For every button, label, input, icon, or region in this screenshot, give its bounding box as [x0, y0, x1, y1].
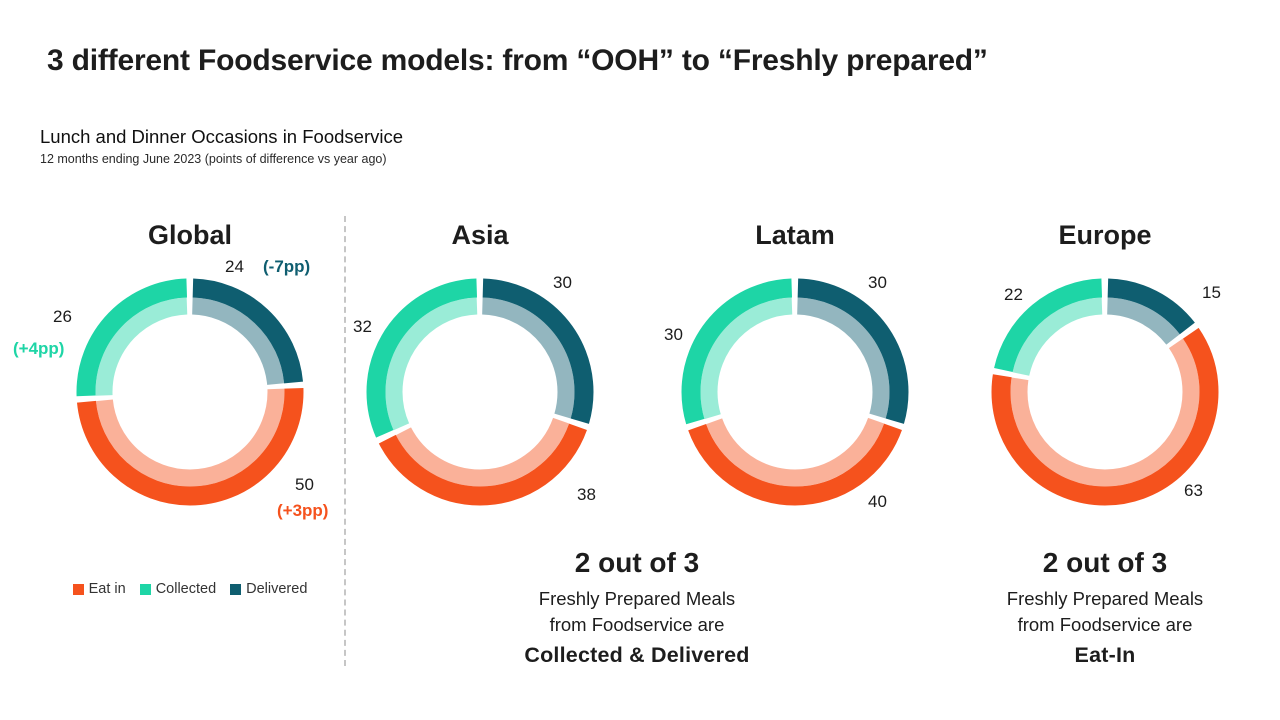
donut-segment-eat-in-inner	[95, 297, 285, 487]
callout-line1: Freshly Prepared Meals	[1006, 588, 1204, 609]
page-title: 3 different Foodservice models: from “OO…	[47, 44, 988, 77]
donut-segment-collected-outer	[681, 278, 909, 506]
change-label-delivered: (-7pp)	[263, 257, 311, 276]
chart-subtitle: Lunch and Dinner Occasions in Foodservic…	[40, 126, 403, 147]
callout-headline: 2 out of 3	[574, 547, 700, 578]
chart-europe: Europe 15 63 22	[950, 213, 1260, 693]
value-label-delivered: 30	[868, 273, 887, 292]
donut-segment-delivered-inner	[385, 297, 575, 487]
donut-segment-eat-in-outer	[991, 278, 1219, 506]
legend-label-delivered: Delivered	[246, 581, 308, 597]
callout-line2: from Foodservice are	[1017, 614, 1193, 635]
legend-swatch-delivered	[230, 583, 242, 595]
value-label-eat-in: 63	[1184, 481, 1203, 500]
legend-label-collected: Collected	[155, 581, 217, 597]
chart-legend: Eat in Collected Delivered	[30, 581, 350, 597]
value-label-delivered: 30	[553, 273, 572, 292]
chart-asia: Asia 30 38 32	[330, 213, 630, 693]
donut-segment-eat-in-inner	[700, 297, 890, 487]
donut-global: 24 (-7pp) 50 (+3pp) 26 (+4pp)	[13, 257, 328, 520]
chart-title-asia: Asia	[451, 220, 509, 250]
value-label-eat-in: 38	[577, 485, 596, 504]
value-label-collected: 26	[53, 307, 72, 326]
donut-segment-eat-in-outer	[76, 278, 304, 506]
donut-segment-delivered-inner	[700, 297, 890, 487]
chart-subnote: 12 months ending June 2023 (points of di…	[40, 152, 387, 166]
value-label-eat-in: 50	[295, 475, 314, 494]
legend-item-eat-in: Eat in	[72, 581, 126, 597]
callout-headline: 2 out of 3	[1042, 547, 1168, 578]
chart-title-europe: Europe	[1058, 220, 1152, 250]
value-label-collected: 32	[353, 317, 372, 336]
value-label-collected: 22	[1004, 285, 1023, 304]
legend-item-delivered: Delivered	[230, 581, 307, 597]
donut-segment-eat-in-inner	[385, 297, 575, 487]
callout-line1: Freshly Prepared Meals	[538, 588, 736, 609]
value-label-delivered: 15	[1202, 283, 1221, 302]
donut-segment-collected-inner	[385, 297, 575, 487]
dashed-divider	[344, 216, 346, 666]
donut-segment-delivered-outer	[681, 278, 909, 506]
chart-title-latam: Latam	[755, 220, 835, 250]
legend-label-eat-in: Eat in	[88, 581, 126, 597]
donut-segment-eat-in-outer	[366, 278, 594, 506]
donut-segment-collected-inner	[95, 297, 285, 487]
donut-segment-collected-outer	[366, 278, 594, 506]
donut-chart-global	[76, 278, 304, 506]
donut-segment-collected-inner	[700, 297, 890, 487]
legend-item-collected: Collected	[139, 581, 217, 597]
donut-chart-asia	[366, 278, 594, 506]
legend-swatch-collected	[139, 583, 151, 595]
chart-global: Global 24 (-7pp) 50 (+3pp) 26 (+4pp) Eat in C…	[13, 213, 350, 693]
donut-chart-latam	[681, 278, 909, 506]
donut-segment-delivered-outer	[366, 278, 594, 506]
donut-europe: 15 63 22	[990, 277, 1221, 507]
callout-eat-in: 2 out of 3 Freshly Prepared Meals from F…	[905, 547, 1280, 668]
value-label-delivered: 24	[225, 257, 244, 276]
donut-segment-collected-outer	[76, 278, 304, 506]
donut-segment-eat-in-outer	[681, 278, 909, 506]
chart-latam: Latam 30 40 30	[645, 213, 945, 693]
callout-emphasis: Eat-In	[1074, 643, 1136, 667]
donut-segment-eat-in-inner	[1010, 297, 1200, 487]
chart-title-global: Global	[147, 220, 232, 250]
value-label-eat-in: 40	[868, 492, 887, 511]
legend-swatch-eat-in	[72, 583, 84, 595]
donut-chart-europe	[991, 278, 1219, 506]
callout-line2: from Foodservice are	[549, 614, 725, 635]
donut-latam: 30 40 30	[664, 273, 910, 511]
change-label-collected: (+4pp)	[13, 339, 65, 358]
donut-asia: 30 38 32	[353, 273, 596, 507]
callout-collected-delivered: 2 out of 3 Freshly Prepared Meals from F…	[377, 547, 897, 668]
change-label-eat-in: (+3pp)	[277, 501, 329, 520]
callout-emphasis: Collected & Delivered	[524, 643, 750, 667]
value-label-collected: 30	[664, 325, 683, 344]
